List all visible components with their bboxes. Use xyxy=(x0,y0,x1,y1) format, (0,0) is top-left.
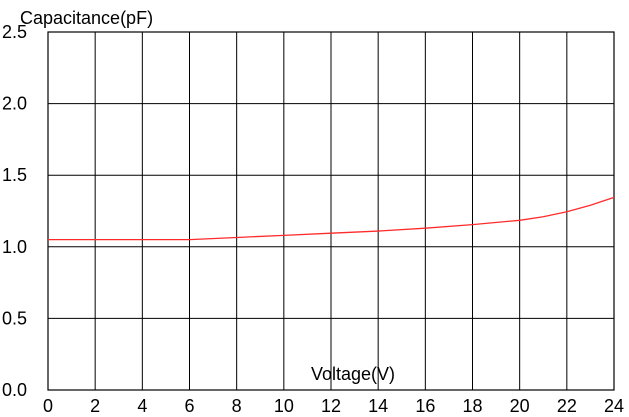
x-axis-label: Voltage(V) xyxy=(311,364,395,384)
grid xyxy=(47,31,615,391)
series-line-0 xyxy=(48,196,615,241)
plot-frame xyxy=(47,31,615,391)
x-tick-label: 16 xyxy=(415,396,435,416)
x-tick-label: 6 xyxy=(184,396,194,416)
x-tick-label: 12 xyxy=(321,396,341,416)
y-tick-label: 0.5 xyxy=(2,308,27,328)
x-tick-label: 20 xyxy=(510,396,530,416)
x-tick-label: 4 xyxy=(137,396,147,416)
x-tick-label: 22 xyxy=(557,396,577,416)
y-tick-labels: 0.0 0.5 1.0 1.5 2.0 2.5 xyxy=(2,22,27,400)
x-tick-label: 24 xyxy=(604,396,624,416)
y-tick-label: 0.0 xyxy=(2,380,27,400)
x-tick-label: 2 xyxy=(90,396,100,416)
x-tick-label: 8 xyxy=(232,396,242,416)
y-tick-label: 1.5 xyxy=(2,165,27,185)
x-tick-labels: 0 2 4 6 8 10 12 14 16 18 20 22 24 xyxy=(43,396,624,416)
x-tick-label: 14 xyxy=(368,396,388,416)
y-tick-label: 2.0 xyxy=(2,94,27,114)
x-tick-label: 0 xyxy=(43,396,53,416)
y-tick-label: 1.0 xyxy=(2,237,27,257)
y-axis-label: Capacitance(pF) xyxy=(20,8,153,28)
series-layer xyxy=(48,196,615,241)
x-tick-label: 10 xyxy=(274,396,294,416)
x-tick-label: 18 xyxy=(462,396,482,416)
y-tick-label: 2.5 xyxy=(2,22,27,42)
